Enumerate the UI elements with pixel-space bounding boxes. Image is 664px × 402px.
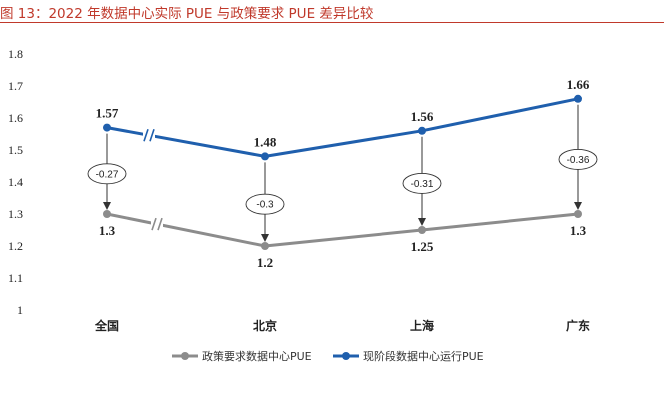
break-slash bbox=[151, 217, 157, 231]
figure-title: 图 13：2022 年数据中心实际 PUE 与政策要求 PUE 差异比较 bbox=[0, 6, 374, 22]
y-tick-label: 1.3 bbox=[8, 207, 23, 221]
legend: 政策要求数据中心PUE 现阶段数据中心运行PUE bbox=[172, 349, 484, 363]
series-lines bbox=[106, 97, 579, 248]
break-gap bbox=[143, 128, 155, 143]
difference-label: -0.36 bbox=[567, 155, 590, 166]
y-tick-label: 1.8 bbox=[8, 47, 23, 61]
legend-label: 现阶段数据中心运行PUE bbox=[363, 349, 484, 363]
legend-marker bbox=[181, 352, 189, 360]
actual-pue-point bbox=[261, 152, 269, 161]
break-slash bbox=[157, 217, 163, 231]
x-category-label: 广东 bbox=[566, 318, 590, 333]
difference-callout bbox=[558, 148, 598, 170]
x-category-label: 上海 bbox=[410, 318, 434, 333]
y-tick-label: 1 bbox=[17, 303, 23, 317]
y-tick-label: 1.7 bbox=[8, 79, 23, 93]
difference-callout bbox=[245, 193, 285, 215]
policy-pue-line bbox=[106, 212, 579, 248]
y-axis: 1 1.1 1.2 1.3 1.4 1.5 1.6 1.7 1.8 bbox=[8, 47, 23, 317]
policy-pue-point bbox=[103, 210, 111, 218]
legend-item-actual: 现阶段数据中心运行PUE bbox=[333, 349, 484, 363]
break-marks bbox=[143, 128, 163, 232]
actual-pue-point bbox=[418, 126, 426, 135]
legend-item-policy: 政策要求数据中心PUE bbox=[172, 349, 312, 363]
x-category-label: 北京 bbox=[253, 318, 277, 333]
break-mark bbox=[151, 217, 163, 232]
series-points bbox=[103, 94, 582, 250]
actual-pue-value-label: 1.66 bbox=[567, 77, 590, 92]
policy-pue-value-label: 1.3 bbox=[99, 223, 116, 238]
y-tick-label: 1.4 bbox=[8, 175, 23, 189]
y-tick-label: 1.6 bbox=[8, 111, 23, 125]
legend-marker bbox=[342, 352, 350, 360]
y-tick-label: 1.5 bbox=[8, 143, 23, 157]
policy-pue-point bbox=[418, 226, 426, 234]
actual-pue-value-label: 1.48 bbox=[254, 134, 277, 149]
x-category-label: 全国 bbox=[94, 318, 119, 333]
data-labels: 1.3 1.2 1.25 1.3 1.57 1.48 1.56 1.66 bbox=[96, 77, 590, 270]
policy-pue-point bbox=[574, 210, 582, 218]
difference-callout bbox=[87, 163, 127, 185]
policy-pue-point bbox=[261, 242, 269, 250]
actual-pue-value-label: 1.56 bbox=[411, 109, 434, 124]
break-gap bbox=[151, 217, 163, 232]
title-rule bbox=[0, 22, 664, 23]
difference-label: -0.27 bbox=[96, 169, 119, 180]
y-tick-label: 1.2 bbox=[8, 239, 23, 253]
y-tick-label: 1.1 bbox=[8, 271, 23, 285]
difference-label: -0.31 bbox=[411, 179, 434, 190]
actual-pue-line bbox=[106, 97, 579, 158]
difference-callout bbox=[402, 172, 442, 194]
actual-pue-point bbox=[574, 94, 582, 103]
break-mark bbox=[143, 128, 155, 143]
difference-label: -0.3 bbox=[256, 200, 274, 211]
break-slash bbox=[143, 129, 149, 142]
legend-label: 政策要求数据中心PUE bbox=[202, 349, 312, 363]
break-slash bbox=[149, 129, 155, 142]
difference-arrows: -0.27 -0.3 -0.31 -0.36 bbox=[87, 104, 598, 242]
actual-pue-value-label: 1.57 bbox=[96, 106, 119, 121]
policy-pue-value-label: 1.2 bbox=[257, 255, 273, 270]
policy-pue-value-label: 1.3 bbox=[570, 223, 587, 238]
x-axis: 全国 北京 上海 广东 bbox=[94, 318, 590, 333]
policy-pue-value-label: 1.25 bbox=[411, 239, 434, 254]
actual-pue-point bbox=[103, 123, 111, 132]
